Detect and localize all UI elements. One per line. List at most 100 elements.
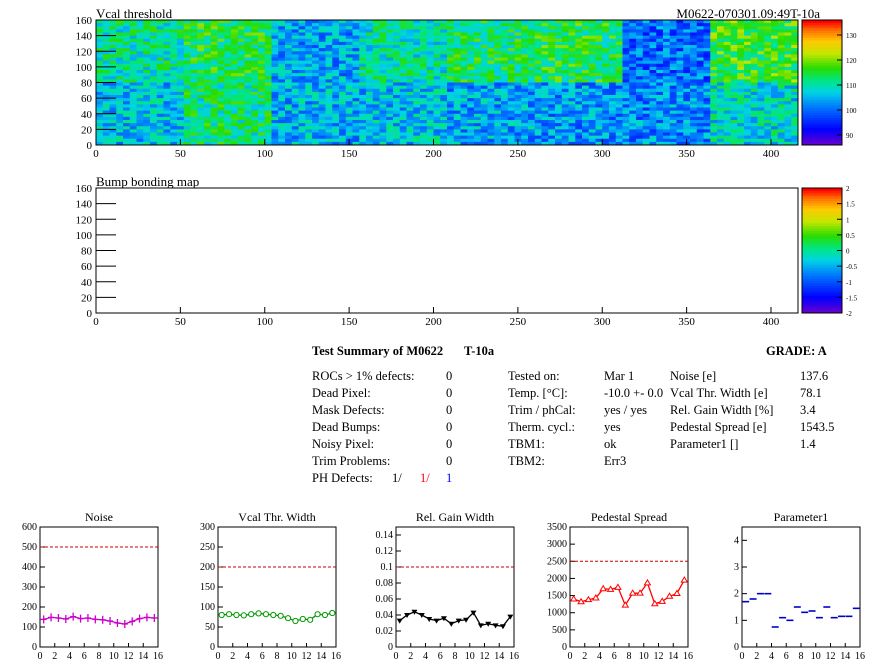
heatmap-cell [534,54,542,58]
heatmap-cell [170,126,178,130]
heatmap-cell [156,60,164,65]
heatmap-cell [690,88,698,93]
heatmap-cell [771,101,779,105]
heatmap-cell [777,135,785,140]
heatmap-cell [251,138,259,143]
heatmap-cell [372,120,380,124]
heatmap-cell [325,57,333,62]
heatmap-cell [737,79,745,83]
heatmap-cell [163,98,171,102]
palette-tick-label: 110 [846,82,857,90]
heatmap-cell [467,123,475,127]
heatmap-cell [325,70,333,74]
heatmap-cell [737,32,745,37]
heatmap-cell [413,141,421,146]
heatmap-cell [548,113,556,118]
heatmap-cell [399,63,407,68]
heatmap-cell [615,23,623,27]
data-point [448,621,455,627]
heatmap-cell [460,70,468,74]
heatmap-cell [541,101,549,105]
heatmap-cell [123,45,131,49]
heatmap-cell [359,110,367,115]
heatmap-cell [730,54,738,58]
heatmap-cell [467,135,475,140]
heatmap-cell [244,138,252,143]
heatmap-cell [345,32,353,37]
heatmap-cell [453,35,461,40]
heatmap-cell [197,76,205,80]
heatmap-cell [136,79,144,83]
heatmap-cell [372,48,380,52]
heatmap-cell [717,126,725,130]
heatmap-cell [717,60,725,65]
heatmap-cell [413,85,421,90]
heatmap-cell [264,138,272,143]
heatmap-cell [298,51,306,55]
heatmap-cell [440,60,448,65]
heatmap-cell [507,32,515,37]
heatmap-cell [710,73,718,77]
heatmap-cell [582,82,590,87]
heatmap-cell [534,120,542,124]
summary-title: Test Summary of M0622 [312,344,444,358]
heatmap-cell [433,116,441,121]
heatmap-cell [237,126,245,130]
heatmap-cell [561,104,569,108]
heatmap-cell [116,38,124,43]
palette-swatch [802,225,842,229]
heatmap-cell [609,38,617,43]
heatmap-cell [386,135,394,140]
heatmap-cell [696,60,704,65]
heatmap-cell [210,79,218,83]
heatmap-cell [521,107,529,112]
heatmap-cell [494,45,502,49]
heatmap-cell [514,60,522,65]
heatmap-cell [231,20,239,24]
heatmap-cell [528,45,536,49]
heatmap-cell [663,129,671,133]
heatmap-cell [528,116,536,121]
heatmap-cell [190,32,198,37]
heatmap-cell [345,85,353,90]
heatmap-cell [507,45,515,49]
heatmap-cell [480,107,488,112]
heatmap-cell [217,129,225,133]
heatmap-cell [480,32,488,37]
heatmap-cell [312,79,320,83]
heatmap-cell [447,32,455,37]
heatmap-cell [170,129,178,133]
heatmap-cell [615,107,623,112]
heatmap-cell [217,66,225,71]
heatmap-cell [318,79,326,83]
heatmap-cell [480,82,488,87]
heatmap-cell [440,76,448,80]
heatmap-cell [251,57,259,62]
heatmap-cell [453,54,461,58]
y-tick-label: 1 [734,615,739,626]
heatmap-cell [582,48,590,52]
heatmap-cell [467,51,475,55]
heatmap-cell [345,113,353,118]
heatmap-cell [271,141,279,146]
heatmap-cell [555,82,563,87]
heatmap-cell [244,126,252,130]
heatmap-cell [480,48,488,52]
heatmap-cell [399,41,407,46]
heatmap-cell [615,48,623,52]
heatmap-cell [487,41,495,46]
heatmap-cell [791,98,799,102]
heatmap-cell [116,107,124,112]
heatmap-cell [487,54,495,58]
heatmap-cell [143,29,151,33]
heatmap-cell [568,138,576,143]
heatmap-cell [386,60,394,65]
heatmap-cell [744,123,752,127]
heatmap-cell [123,48,131,52]
heatmap-cell [622,26,630,30]
heatmap-cell [723,35,731,40]
heatmap-cell [750,98,758,102]
heatmap-cell [501,129,509,133]
heatmap-cell [582,57,590,62]
heatmap-cell [791,60,799,65]
